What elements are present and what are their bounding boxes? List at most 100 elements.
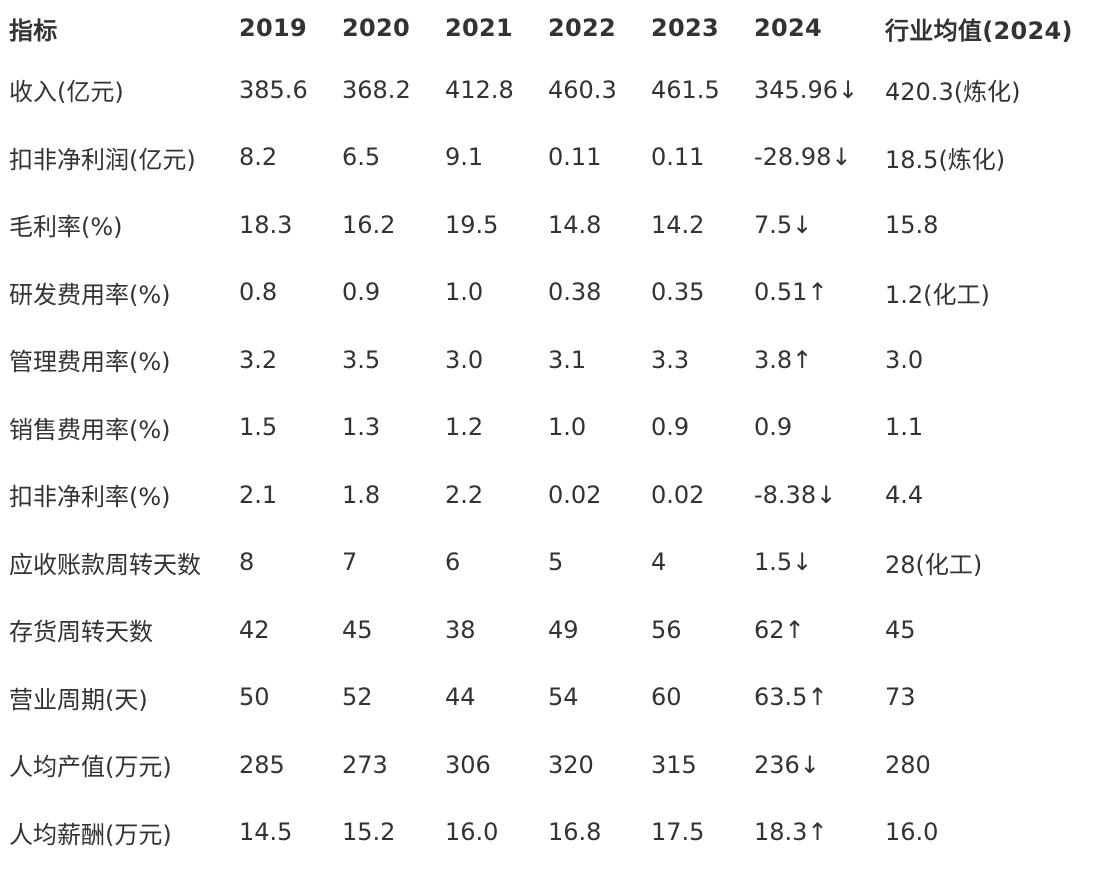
table-row: 人均产值(万元) 285 273 306 320 315 236↓ 280 bbox=[0, 731, 1099, 799]
table-cell: 6 bbox=[445, 548, 461, 577]
table-cell: 56 bbox=[651, 615, 682, 644]
table-row: 应收账款周转天数 8 7 6 5 4 1.5↓ 28(化工) bbox=[0, 529, 1099, 597]
table-cell: 1.8 bbox=[342, 480, 381, 509]
table-cell: 63.5↑ bbox=[754, 683, 828, 712]
row-label-cell: 应收账款周转天数 bbox=[9, 550, 201, 579]
table-header-row: 指标 2019 2020 2021 2022 2023 2024 行业均值(2024) bbox=[0, 0, 1099, 56]
row-label-cell: 销售费用率(%) bbox=[9, 415, 171, 444]
table-row: 存货周转天数 42 45 38 49 56 62↑ 45 bbox=[0, 596, 1099, 664]
table-cell: 14.2 bbox=[651, 210, 705, 239]
table-row: 营业周期(天) 50 52 44 54 60 63.5↑ 73 bbox=[0, 664, 1099, 732]
table-cell: 285 bbox=[239, 750, 285, 779]
row-label-cell: 人均薪酬(万元) bbox=[9, 820, 172, 849]
table-cell: 62↑ bbox=[754, 615, 805, 644]
table-row: 人均薪酬(万元) 14.5 15.2 16.0 16.8 17.5 18.3↑ 16.0 bbox=[0, 799, 1099, 867]
table-cell: 14.8 bbox=[548, 210, 602, 239]
table-body: 收入(亿元) 385.6 368.2 412.8 460.3 461.5 345.96↓ 42… bbox=[0, 56, 1099, 866]
table-cell: 1.2(化工) bbox=[885, 280, 990, 309]
table-cell: 18.3↑ bbox=[754, 818, 828, 847]
table-cell: 7.5↓ bbox=[754, 210, 813, 239]
table-cell: 1.0 bbox=[548, 413, 587, 442]
table-cell: 273 bbox=[342, 750, 388, 779]
column-header: 2022 bbox=[548, 14, 616, 42]
table-cell: 1.1 bbox=[885, 413, 924, 442]
table-cell: 14.5 bbox=[239, 818, 293, 847]
table-cell: 9.1 bbox=[445, 143, 484, 172]
table-cell: 3.5 bbox=[342, 345, 381, 374]
table-cell: 16.0 bbox=[885, 818, 939, 847]
table-cell: 7 bbox=[342, 548, 358, 577]
table-cell: 50 bbox=[239, 683, 270, 712]
table-cell: 236↓ bbox=[754, 750, 820, 779]
table-cell: 45 bbox=[342, 615, 373, 644]
table-cell: 345.96↓ bbox=[754, 75, 859, 104]
table-cell: 1.5 bbox=[239, 413, 278, 442]
table-cell: 73 bbox=[885, 683, 916, 712]
table-cell: 0.35 bbox=[651, 278, 705, 307]
table-cell: 1.5↓ bbox=[754, 548, 813, 577]
table-cell: 0.9 bbox=[342, 278, 381, 307]
row-label-cell: 扣非净利润(亿元) bbox=[9, 145, 196, 174]
table-cell: 412.8 bbox=[445, 75, 514, 104]
column-header: 2024 bbox=[754, 14, 822, 42]
table-cell: 5 bbox=[548, 548, 564, 577]
column-header-indicator: 指标 bbox=[9, 16, 58, 45]
table-cell: 54 bbox=[548, 683, 579, 712]
table-cell: 0.9 bbox=[754, 413, 793, 442]
table-cell: 16.0 bbox=[445, 818, 499, 847]
table-cell: 6.5 bbox=[342, 143, 381, 172]
table-cell: 49 bbox=[548, 615, 579, 644]
column-header: 2023 bbox=[651, 14, 719, 42]
table-row: 研发费用率(%) 0.8 0.9 1.0 0.38 0.35 0.51↑ 1.2(化工) bbox=[0, 259, 1099, 327]
table-cell: 3.1 bbox=[548, 345, 587, 374]
table-cell: 16.2 bbox=[342, 210, 396, 239]
table-cell: -8.38↓ bbox=[754, 480, 837, 509]
table-cell: 3.0 bbox=[885, 345, 924, 374]
table-cell: 16.8 bbox=[548, 818, 602, 847]
table-cell: 1.3 bbox=[342, 413, 381, 442]
table-cell: 315 bbox=[651, 750, 697, 779]
table-row: 销售费用率(%) 1.5 1.3 1.2 1.0 0.9 0.9 1.1 bbox=[0, 394, 1099, 462]
table-cell: 3.2 bbox=[239, 345, 278, 374]
table-row: 毛利率(%) 18.3 16.2 19.5 14.8 14.2 7.5↓ 15.8 bbox=[0, 191, 1099, 259]
table-row: 管理费用率(%) 3.2 3.5 3.0 3.1 3.3 3.8↑ 3.0 bbox=[0, 326, 1099, 394]
row-label-cell: 收入(亿元) bbox=[9, 78, 124, 107]
row-label-cell: 人均产值(万元) bbox=[9, 753, 172, 782]
table-row: 收入(亿元) 385.6 368.2 412.8 460.3 461.5 345.96↓ 42… bbox=[0, 56, 1099, 124]
column-header: 2021 bbox=[445, 14, 513, 42]
table-row: 扣非净利润(亿元) 8.2 6.5 9.1 0.11 0.11 -28.98↓ 18.5(炼化… bbox=[0, 124, 1099, 192]
table-cell: 38 bbox=[445, 615, 476, 644]
table-cell: 45 bbox=[885, 615, 916, 644]
table-cell: 8.2 bbox=[239, 143, 278, 172]
column-header: 行业均值(2024) bbox=[885, 16, 1073, 45]
table-cell: 461.5 bbox=[651, 75, 720, 104]
table-cell: 0.38 bbox=[548, 278, 602, 307]
table-cell: 1.0 bbox=[445, 278, 484, 307]
row-label-cell: 管理费用率(%) bbox=[9, 348, 171, 377]
table-cell: 15.8 bbox=[885, 210, 939, 239]
table-cell: 60 bbox=[651, 683, 682, 712]
table-cell: 306 bbox=[445, 750, 491, 779]
table-cell: -28.98↓ bbox=[754, 143, 852, 172]
row-label-cell: 研发费用率(%) bbox=[9, 280, 171, 309]
table-cell: 2.1 bbox=[239, 480, 278, 509]
table-cell: 0.51↑ bbox=[754, 278, 828, 307]
table-row: 扣非净利率(%) 2.1 1.8 2.2 0.02 0.02 -8.38↓ 4.4 bbox=[0, 461, 1099, 529]
table-cell: 52 bbox=[342, 683, 373, 712]
table-cell: 280 bbox=[885, 750, 931, 779]
table-cell: 320 bbox=[548, 750, 594, 779]
table-cell: 4.4 bbox=[885, 480, 924, 509]
table-cell: 3.8↑ bbox=[754, 345, 813, 374]
table-cell: 0.11 bbox=[548, 143, 602, 172]
row-label-cell: 扣非净利率(%) bbox=[9, 483, 171, 512]
table-cell: 18.5(炼化) bbox=[885, 145, 1006, 174]
table-cell: 0.02 bbox=[651, 480, 705, 509]
table-cell: 42 bbox=[239, 615, 270, 644]
row-label-cell: 存货周转天数 bbox=[9, 618, 153, 647]
table-cell: 1.2 bbox=[445, 413, 484, 442]
column-header: 2020 bbox=[342, 14, 410, 42]
table-cell: 3.0 bbox=[445, 345, 484, 374]
table-cell: 8 bbox=[239, 548, 255, 577]
table-cell: 0.02 bbox=[548, 480, 602, 509]
